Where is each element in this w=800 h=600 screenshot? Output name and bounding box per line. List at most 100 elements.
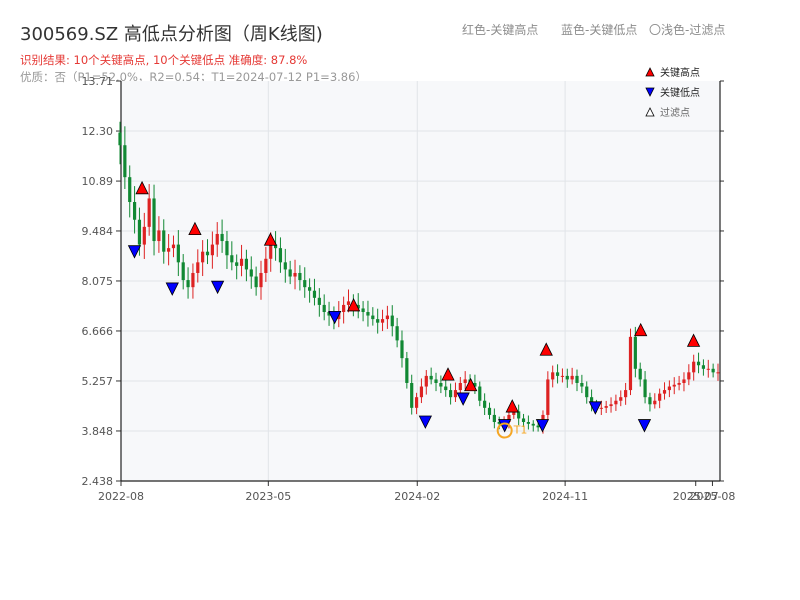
y-tick-label: 2.438 [82, 475, 114, 488]
t1-label: T1 [513, 424, 528, 437]
key-high-marker [188, 221, 202, 236]
key-low-marker [328, 310, 342, 325]
candle-body [395, 326, 399, 341]
candle-body [619, 397, 623, 401]
candle-body [492, 414, 496, 423]
candle-body [706, 368, 710, 370]
key-low-marker [535, 419, 550, 433]
y-tick-label: 13.71 [82, 75, 114, 88]
candle-body [288, 269, 292, 277]
candle-body [147, 198, 151, 227]
candle-body [662, 390, 667, 394]
candle-body [672, 384, 676, 387]
candle-body [356, 304, 360, 309]
candle-body [249, 269, 253, 277]
candle-body [478, 386, 482, 401]
candle-body [244, 258, 249, 270]
legend-label: 关键高点 [660, 66, 700, 79]
candle-body [239, 258, 244, 266]
candle-body [658, 393, 662, 401]
candle-body [342, 304, 346, 313]
key-low-marker [210, 280, 225, 295]
candle-body [643, 379, 647, 398]
candle-body [235, 262, 239, 266]
candle-body [273, 244, 278, 249]
candle-body [259, 272, 263, 288]
candle-body [308, 287, 312, 291]
candle-body [512, 411, 516, 415]
candle-body [269, 244, 273, 259]
candle-body [434, 379, 438, 383]
key-high-marker [346, 298, 361, 312]
candle-body [201, 251, 205, 263]
y-tick-label: 9.484 [82, 225, 114, 238]
x-tick-label: 2023-05 [245, 490, 291, 503]
candle-body [376, 319, 380, 323]
candle-body [191, 272, 195, 288]
candle-body [560, 375, 565, 377]
candle-body [667, 386, 671, 391]
candle-body [458, 382, 462, 391]
candle-body [210, 244, 214, 256]
key-high-marker [686, 333, 701, 347]
legend-label: 过滤点 [660, 106, 690, 119]
key-low-marker [418, 415, 433, 429]
candle-body [624, 390, 628, 398]
key-high-marker [263, 232, 278, 246]
candle-body [628, 336, 633, 391]
candle-body [157, 230, 161, 242]
candle-body [648, 397, 652, 405]
legend-light-filtered: 〇浅色-过滤点 [649, 23, 726, 37]
candle-body [171, 244, 176, 249]
candle-body [692, 361, 696, 373]
candle-body [638, 368, 642, 380]
candle-body [589, 397, 594, 405]
key-high-marker [634, 322, 648, 337]
candle-body [346, 301, 351, 305]
candle-body [599, 407, 603, 409]
candle-body [118, 132, 122, 146]
candle-body [254, 276, 258, 288]
legend-marker [645, 67, 655, 77]
key-high-marker [135, 180, 149, 195]
key-high-marker [464, 377, 478, 392]
candle-body [536, 425, 540, 428]
candle-body [653, 400, 657, 405]
candle-body [400, 340, 404, 359]
candle-body [633, 336, 637, 369]
y-tick-label: 10.89 [82, 175, 114, 188]
candle-body [575, 375, 579, 383]
y-tick-label: 12.30 [82, 125, 114, 138]
key-low-marker [127, 245, 142, 259]
candle-body [507, 414, 511, 423]
candle-body [152, 198, 156, 242]
candle-body [517, 411, 521, 419]
candle-body [473, 382, 477, 387]
candle-body [322, 304, 326, 313]
key-high-marker [505, 399, 519, 413]
candle-body [429, 375, 433, 380]
x-tick-label: 2022-08 [98, 490, 144, 503]
candle-body [585, 386, 589, 398]
candle-body [521, 418, 526, 423]
candle-body [123, 145, 127, 178]
candle-body [716, 372, 720, 374]
candle-body [701, 365, 706, 369]
x-tick-label: 2025-08 [689, 490, 735, 503]
chart-title: 300569.SZ 高低点分析图（周K线图) [20, 24, 323, 45]
quality-note: 优质：否（P1=52.0%，R2=0.54；T1=2024-07-12 P1=3… [20, 70, 367, 84]
candle-body [380, 319, 385, 323]
candle-body [278, 248, 283, 263]
candle-body [711, 368, 715, 373]
key-low-marker [456, 392, 470, 406]
candle-body [142, 226, 146, 245]
candle-body [317, 297, 321, 305]
candle-body [312, 290, 317, 298]
candle-body [565, 375, 569, 380]
candle-body [128, 177, 132, 203]
candle-body [298, 272, 302, 281]
candle-body [546, 379, 550, 415]
candle-body [225, 241, 229, 256]
candle-body [361, 308, 365, 313]
